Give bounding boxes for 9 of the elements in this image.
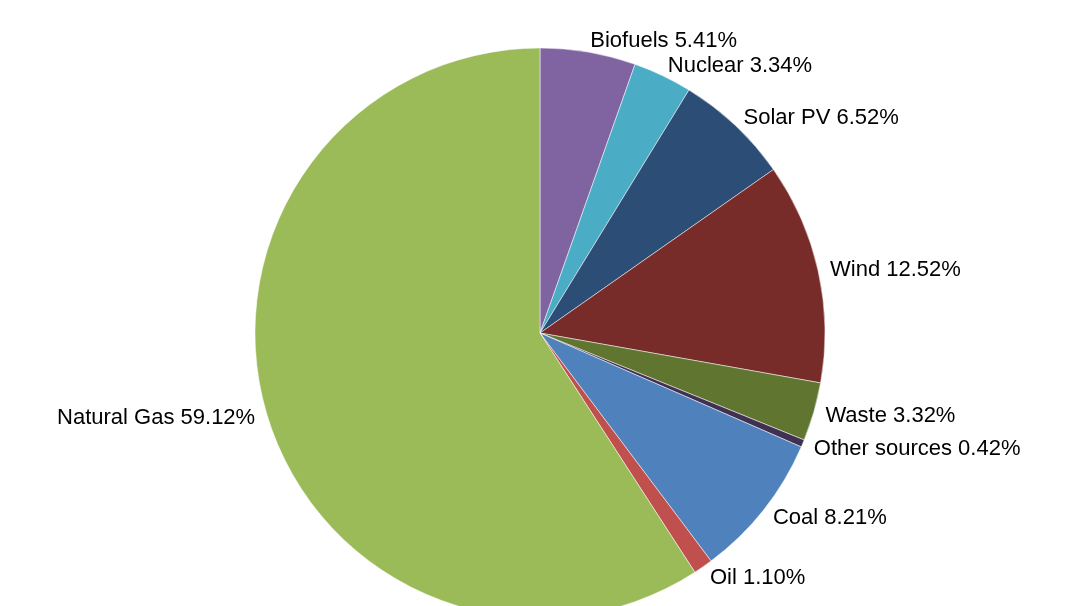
slice-label: Biofuels 5.41% [590,27,738,53]
slice-label: Natural Gas 59.12% [57,404,256,430]
slice-label: Waste 3.32% [825,402,956,428]
slice-label: Solar PV 6.52% [743,103,899,129]
slice-label: Other sources 0.42% [813,435,1021,461]
slice-label: Nuclear 3.34% [667,51,813,77]
slice-label: Oil 1.10% [709,563,806,589]
slice-label: Wind 12.52% [830,255,961,281]
slice-label: Coal 8.21% [772,504,887,530]
